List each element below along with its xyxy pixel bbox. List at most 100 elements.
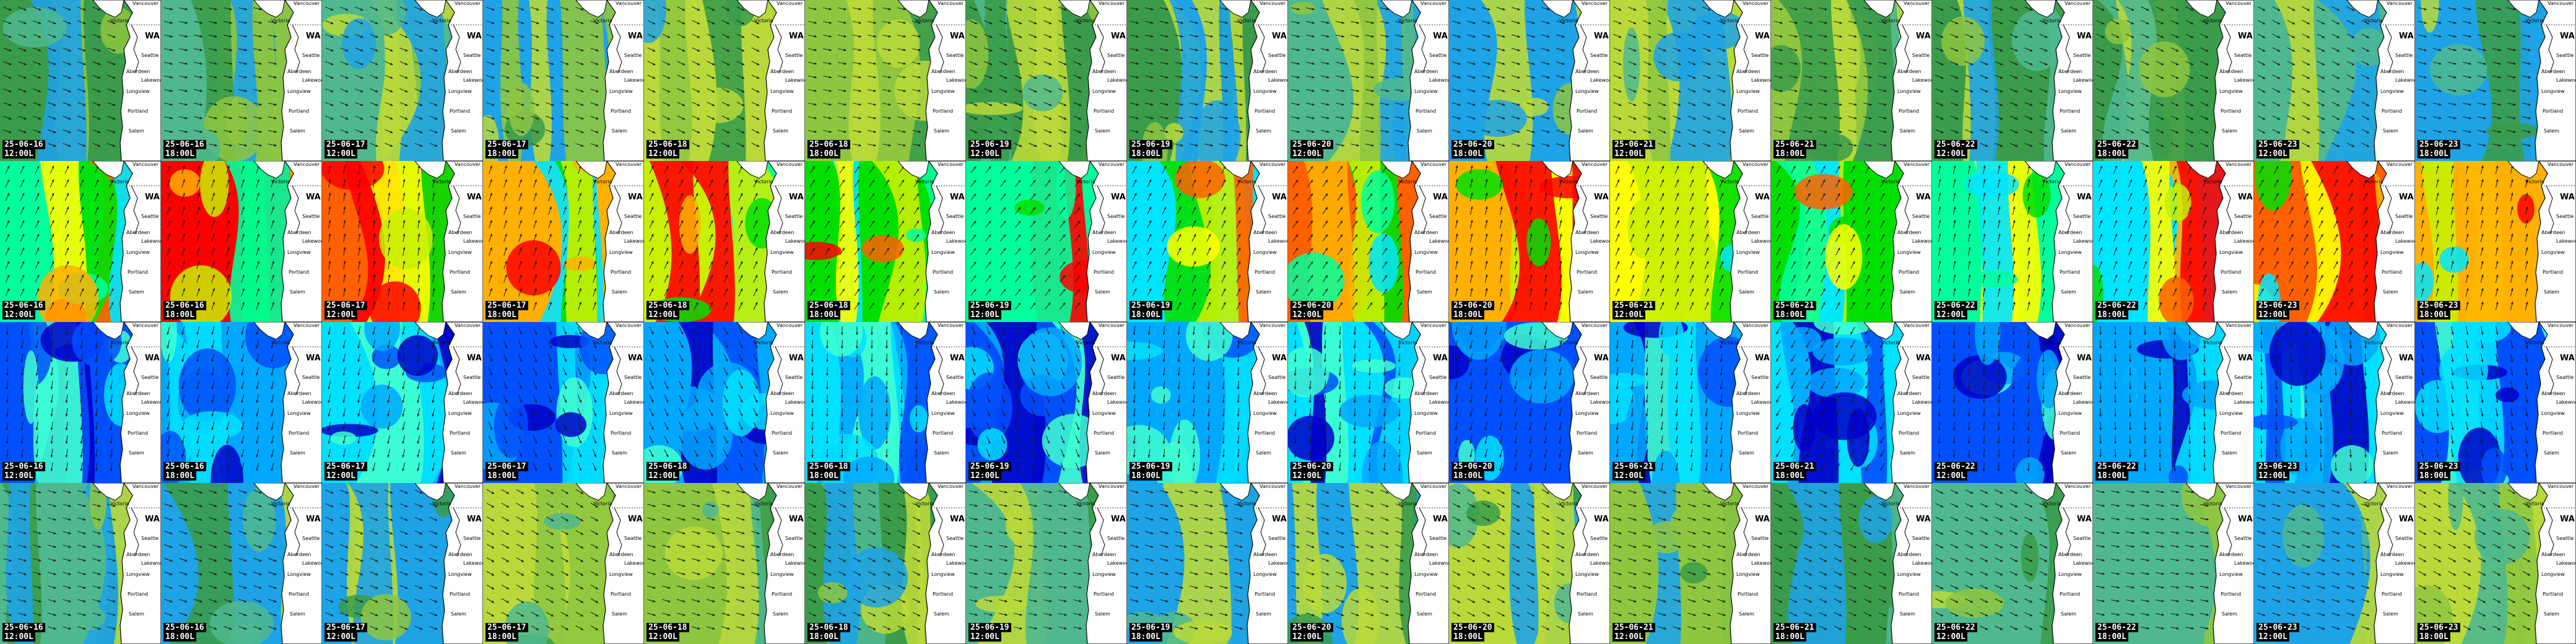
timestamp-label: 25-06-23 12:00L <box>2256 301 2299 320</box>
wave-height-row-map-panel[interactable]: WA Vancouver Victoria Seattle Aberdeen Longvi… <box>2254 161 2415 322</box>
vector-arrow <box>1207 367 1210 376</box>
vector-arrow <box>1383 462 1386 472</box>
vector-arrow <box>1469 220 1473 228</box>
vector-arrow <box>1865 247 1870 256</box>
current-row-map-panel[interactable]: WA Vancouver Victoria Seattle Aberdeen Longvi… <box>1771 322 1932 483</box>
vector-arrow <box>563 302 567 310</box>
wind-row-map-panel[interactable]: WA Vancouver Victoria Seattle Aberdeen Longvi… <box>966 0 1127 161</box>
vector-arrow <box>882 62 891 65</box>
current-row-map-panel[interactable]: WA Vancouver Victoria Seattle Aberdeen Longvi… <box>1288 322 1449 483</box>
wind-row-map-panel[interactable]: WA Vancouver Victoria Seattle Aberdeen Longvi… <box>2415 0 2576 161</box>
wave-height-row-map-panel[interactable]: WA Vancouver Victoria Seattle Aberdeen Longvi… <box>2415 161 2576 322</box>
vector-arrow <box>429 115 438 120</box>
wave-height-row-map-panel[interactable]: WA Vancouver Victoria Seattle Aberdeen Longvi… <box>1610 161 1771 322</box>
vector-arrow <box>50 449 53 458</box>
wave-height-row-map-panel[interactable]: WA Vancouver Victoria Seattle Aberdeen Longvi… <box>322 161 483 322</box>
wind-row-map-panel[interactable]: WA Vancouver Victoria Seattle Aberdeen Longvi… <box>1127 0 1288 161</box>
vector-arrow <box>35 340 38 349</box>
current-row-map-panel[interactable]: WA Vancouver Victoria Seattle Aberdeen Longvi… <box>1610 322 1771 483</box>
wave-height-row-map-panel[interactable]: WA Vancouver Victoria Seattle Aberdeen Longvi… <box>1288 161 1449 322</box>
vector-arrow <box>2098 179 2103 188</box>
vector-arrow <box>707 20 715 25</box>
vector-arrow <box>560 20 569 24</box>
vector-arrow <box>2448 20 2456 24</box>
field-blob <box>1793 404 1816 453</box>
vector-arrow <box>1365 102 1374 106</box>
wind-row-map-panel[interactable]: WA Vancouver Victoria Seattle Aberdeen Longvi… <box>161 0 322 161</box>
vector-arrow <box>1045 180 1051 187</box>
current-row-map-panel[interactable]: WA Vancouver Victoria Seattle Aberdeen Longvi… <box>322 322 483 483</box>
vector-arrow <box>358 165 361 174</box>
vector-arrow <box>1776 247 1781 256</box>
current-row-map-panel[interactable]: WA Vancouver Victoria Seattle Aberdeen Longvi… <box>1449 322 1610 483</box>
wave-height-row-map-panel[interactable]: WA Vancouver Victoria Seattle Aberdeen Longvi… <box>1449 161 1610 322</box>
wave-height-row-map-panel[interactable]: WA Vancouver Victoria Seattle Aberdeen Longvi… <box>644 161 805 322</box>
wave-height-row-map-panel[interactable]: WA Vancouver Victoria Seattle Aberdeen Longvi… <box>966 161 1127 322</box>
wave-height-row-map-panel[interactable]: WA Vancouver Victoria Seattle Aberdeen Longvi… <box>483 161 644 322</box>
wind-row-map-panel[interactable]: WA Vancouver Victoria Seattle Aberdeen Longvi… <box>483 0 644 161</box>
vector-arrow <box>2170 129 2179 134</box>
vector-arrow <box>1000 248 1006 255</box>
wind-row-map-panel[interactable]: WA Vancouver Victoria Seattle Aberdeen Longvi… <box>1932 0 2093 161</box>
wind-row-map-panel[interactable]: WA Vancouver Victoria Seattle Aberdeen Longvi… <box>1771 0 1932 161</box>
vector-arrow <box>1221 193 1226 201</box>
city-label: Portland <box>933 108 953 114</box>
vector-arrow <box>1704 193 1709 201</box>
wind-row-map-panel[interactable]: WA Vancouver Victoria Seattle Aberdeen Longvi… <box>2254 0 2415 161</box>
wave-height-row-map-panel[interactable]: WA Vancouver Victoria Seattle Aberdeen Longvi… <box>1932 161 2093 322</box>
wind-row-map-panel[interactable]: WA Vancouver Victoria Seattle Aberdeen Longvi… <box>322 0 483 161</box>
wave-height-row-map-panel[interactable]: WA Vancouver Victoria Seattle Aberdeen Longvi… <box>805 161 966 322</box>
current-row-map-panel[interactable]: WA Vancouver Victoria Seattle Aberdeen Longvi… <box>0 322 161 483</box>
current-row-map-panel[interactable]: WA Vancouver Victoria Seattle Aberdeen Longvi… <box>644 322 805 483</box>
current-row-map-panel[interactable]: WA Vancouver Victoria Seattle Aberdeen Longvi… <box>483 322 644 483</box>
vector-arrow <box>2039 102 2048 107</box>
wind-row-map-panel[interactable]: WA Vancouver Victoria Seattle Aberdeen Longvi… <box>0 0 161 161</box>
vector-arrow <box>999 115 1007 120</box>
vector-arrow <box>2525 206 2528 215</box>
vector-arrow <box>1398 421 1401 431</box>
wind-row-map-panel[interactable]: WA Vancouver Victoria Seattle Aberdeen Longvi… <box>1449 0 1610 161</box>
puget-sound-shore <box>1419 24 1427 74</box>
wave-height-row-map-panel[interactable]: WA Vancouver Victoria Seattle Aberdeen Longvi… <box>0 161 161 322</box>
wave-height-row-map-panel[interactable]: WA Vancouver Victoria Seattle Aberdeen Longvi… <box>1127 161 1288 322</box>
wind-row-map-panel[interactable]: WA Vancouver Victoria Seattle Aberdeen Longvi… <box>1288 0 1449 161</box>
vector-arrow <box>2012 274 2016 283</box>
vector-arrow <box>2318 165 2323 174</box>
current-row-map-panel[interactable]: WA Vancouver Victoria Seattle Aberdeen Longvi… <box>805 322 966 483</box>
vector-arrow <box>823 62 832 65</box>
wind-row-map-panel[interactable]: WA Vancouver Victoria Seattle Aberdeen Longvi… <box>1610 0 1771 161</box>
vector-arrow <box>1689 233 1694 242</box>
current-row-map-panel[interactable]: WA Vancouver Victoria Seattle Aberdeen Longvi… <box>161 322 322 483</box>
vector-arrow <box>109 274 114 283</box>
vector-arrow <box>340 61 349 66</box>
vector-arrow <box>1353 407 1356 417</box>
wave-height-row-map-panel[interactable]: WA Vancouver Victoria Seattle Aberdeen Longvi… <box>2093 161 2254 322</box>
wind-row-map-panel[interactable]: WA Vancouver Victoria Seattle Aberdeen Longvi… <box>2093 0 2254 161</box>
vector-arrow <box>854 288 860 297</box>
current-row-map-panel[interactable]: WA Vancouver Victoria Seattle Aberdeen Longvi… <box>1127 322 1288 483</box>
wind-row-map-panel[interactable]: WA Vancouver Victoria Seattle Aberdeen Longvi… <box>805 0 966 161</box>
vector-arrow <box>884 247 890 256</box>
field-band <box>1354 0 1381 161</box>
vector-arrow <box>20 193 25 201</box>
vector-arrow <box>94 206 99 215</box>
wave-height-row-map-panel[interactable]: WA Vancouver Victoria Seattle Aberdeen Longvi… <box>1771 161 1932 322</box>
wind-row-map-panel[interactable]: WA Vancouver Victoria Seattle Aberdeen Longvi… <box>644 0 805 161</box>
vector-arrow <box>1980 115 1988 120</box>
vector-arrow <box>2302 115 2310 120</box>
vector-arrow <box>355 33 363 38</box>
vector-arrow <box>897 48 906 51</box>
vector-arrow <box>809 288 816 297</box>
vector-arrow <box>1544 449 1547 458</box>
vector-arrow <box>1835 367 1840 376</box>
current-row-map-panel[interactable]: WA Vancouver Victoria Seattle Aberdeen Longvi… <box>966 322 1127 483</box>
vector-arrow <box>885 435 888 445</box>
vector-arrow <box>402 288 406 297</box>
wave-height-row-map-panel[interactable]: WA Vancouver Victoria Seattle Aberdeen Longvi… <box>161 161 322 322</box>
vector-arrow <box>1952 165 1956 174</box>
vector-arrow <box>2012 302 2016 310</box>
vector-arrow <box>677 6 685 11</box>
field-blob <box>1361 170 1395 233</box>
vector-arrow <box>2421 261 2424 269</box>
vector-arrow <box>2259 193 2264 201</box>
